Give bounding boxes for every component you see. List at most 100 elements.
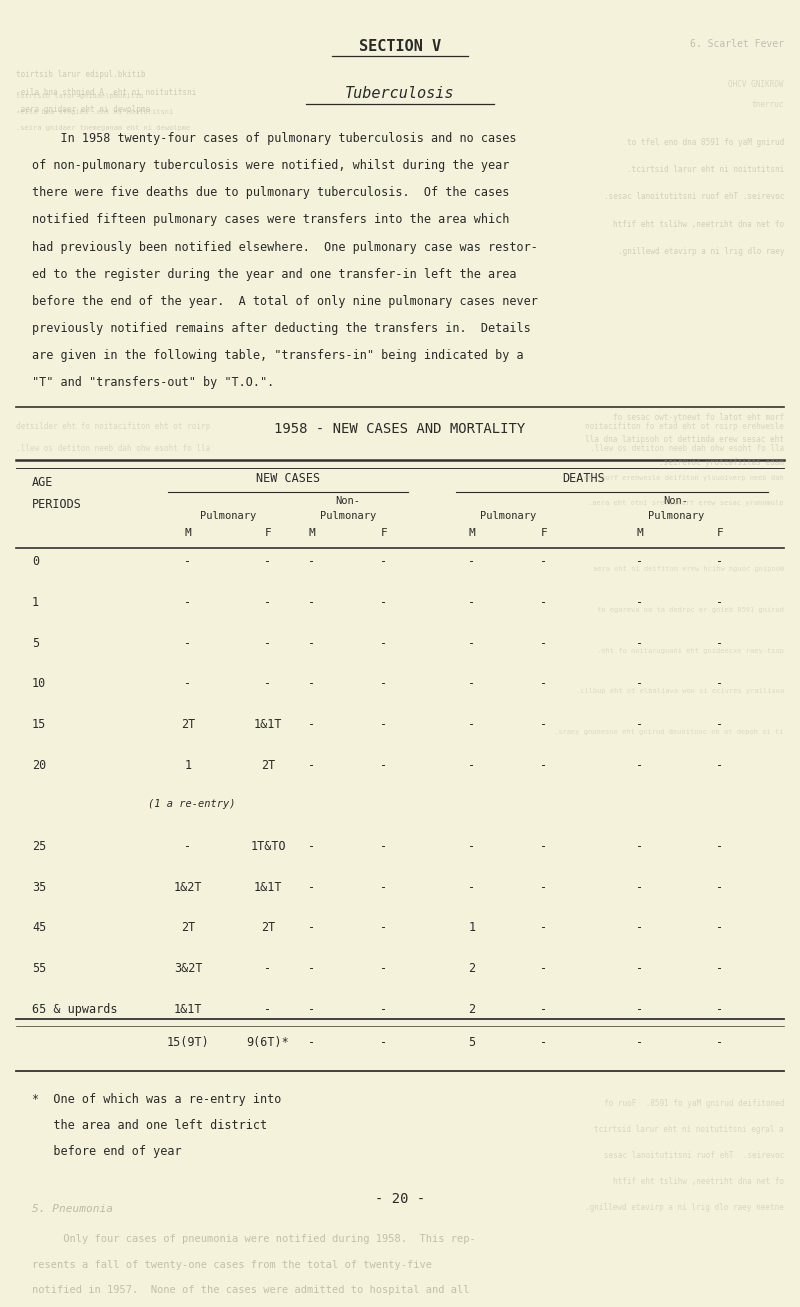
- Text: -: -: [541, 596, 547, 609]
- Text: Non-: Non-: [663, 495, 689, 506]
- Text: -: -: [381, 840, 387, 853]
- Text: previously notified remains after deducting the transfers in.  Details: previously notified remains after deduct…: [32, 322, 530, 335]
- Text: -: -: [185, 637, 191, 650]
- Text: Pulmonary: Pulmonary: [320, 511, 376, 520]
- Text: -: -: [541, 637, 547, 650]
- Text: Pulmonary: Pulmonary: [480, 511, 536, 520]
- Text: NEW CASES: NEW CASES: [256, 472, 320, 485]
- Text: Only four cases of pneumonia were notified during 1958.  This rep-: Only four cases of pneumonia were notifi…: [32, 1234, 476, 1243]
- Text: 45: 45: [32, 921, 46, 935]
- Text: -: -: [309, 758, 315, 771]
- Text: -: -: [637, 881, 643, 894]
- Text: -: -: [309, 718, 315, 731]
- Text: 2T: 2T: [261, 921, 275, 935]
- Text: sesac lanoitutitsni ruof ehT  .seirevoc: sesac lanoitutitsni ruof ehT .seirevoc: [604, 1151, 784, 1159]
- Text: 65 & upwards: 65 & upwards: [32, 1002, 118, 1016]
- Text: notified fifteen pulmonary cases were transfers into the area which: notified fifteen pulmonary cases were tr…: [32, 213, 510, 226]
- Text: -: -: [637, 758, 643, 771]
- Text: -: -: [469, 840, 475, 853]
- Text: F: F: [265, 528, 271, 538]
- Text: 2T: 2T: [261, 758, 275, 771]
- Text: 1&1T: 1&1T: [174, 1002, 202, 1016]
- Text: 9(6T)*: 9(6T)*: [246, 1036, 290, 1050]
- Text: ed to the register during the year and one transfer-in left the area: ed to the register during the year and o…: [32, 268, 517, 281]
- Text: 6. Scarlet Fever: 6. Scarlet Fever: [690, 39, 784, 50]
- Text: -: -: [717, 555, 723, 569]
- Text: 1T&TO: 1T&TO: [250, 840, 286, 853]
- Text: -: -: [185, 840, 191, 853]
- Text: -: -: [469, 555, 475, 569]
- Text: 0: 0: [32, 555, 39, 569]
- Text: F: F: [381, 528, 387, 538]
- Text: -: -: [381, 555, 387, 569]
- Text: PERIODS: PERIODS: [32, 498, 82, 511]
- Text: -: -: [381, 758, 387, 771]
- Text: 15(9T): 15(9T): [166, 1036, 210, 1050]
- Text: .cilbup eht ot elbaliava won si ecivres yrailixua: .cilbup eht ot elbaliava won si ecivres …: [576, 689, 784, 694]
- Text: .tcirtsid larur eht ni noitutitsni: .tcirtsid larur eht ni noitutitsni: [626, 165, 784, 174]
- Text: -: -: [469, 718, 475, 731]
- Text: -: -: [637, 677, 643, 690]
- Text: of non-pulmonary tuberculosis were notified, whilst during the year: of non-pulmonary tuberculosis were notif…: [32, 159, 510, 173]
- Text: .aera gnidaer eht ni dewolpme: .aera gnidaer eht ni dewolpme: [16, 105, 150, 114]
- Text: *  One of which was a re-entry into: * One of which was a re-entry into: [32, 1093, 282, 1106]
- Text: -: -: [637, 555, 643, 569]
- Text: are given in the following table, "transfers-in" being indicated by a: are given in the following table, "trans…: [32, 349, 524, 362]
- Text: 5. Pneumonia: 5. Pneumonia: [32, 1204, 113, 1214]
- Text: Pulmonary: Pulmonary: [200, 511, 256, 520]
- Text: -: -: [469, 881, 475, 894]
- Text: 25: 25: [32, 840, 46, 853]
- Text: -: -: [381, 1002, 387, 1016]
- Text: -: -: [265, 637, 271, 650]
- Text: -: -: [309, 962, 315, 975]
- Text: fo sesac owt-ytnewt fo latot eht morf: fo sesac owt-ytnewt fo latot eht morf: [613, 413, 784, 422]
- Text: -: -: [717, 637, 723, 650]
- Text: -: -: [717, 840, 723, 853]
- Text: notified in 1957.  None of the cases were admitted to hospital and all: notified in 1957. None of the cases were…: [32, 1285, 470, 1295]
- Text: -: -: [309, 1036, 315, 1050]
- Text: -: -: [717, 962, 723, 975]
- Text: 55: 55: [32, 962, 46, 975]
- Text: to tfel eno dna 8591 fo yaM gnirud: to tfel eno dna 8591 fo yaM gnirud: [626, 139, 784, 148]
- Text: -: -: [185, 555, 191, 569]
- Text: 2: 2: [469, 962, 475, 975]
- Text: -: -: [309, 555, 315, 569]
- Text: F: F: [717, 528, 723, 538]
- Text: OHCV GNIKROW: OHCV GNIKROW: [729, 80, 784, 89]
- Text: -: -: [381, 962, 387, 975]
- Text: -: -: [717, 718, 723, 731]
- Text: before the end of the year.  A total of only nine pulmonary cases never: before the end of the year. A total of o…: [32, 295, 538, 308]
- Text: fo egareva na ta dedroc er gnieb 8591 gnirud: fo egareva na ta dedroc er gnieb 8591 gn…: [597, 606, 784, 613]
- Text: had previously been notified elsewhere.  One pulmonary case was restor-: had previously been notified elsewhere. …: [32, 240, 538, 254]
- Text: -: -: [541, 758, 547, 771]
- Text: Non-: Non-: [335, 495, 361, 506]
- Text: Pulmonary: Pulmonary: [648, 511, 704, 520]
- Text: 1: 1: [185, 758, 191, 771]
- Text: -: -: [265, 1002, 271, 1016]
- Text: resents a fall of twenty-one cases from the total of twenty-five: resents a fall of twenty-one cases from …: [32, 1260, 432, 1269]
- Text: the area and one left district: the area and one left district: [32, 1119, 267, 1132]
- Text: -: -: [717, 921, 723, 935]
- Text: M: M: [637, 528, 643, 538]
- Text: -: -: [469, 596, 475, 609]
- Text: -: -: [185, 596, 191, 609]
- Text: M: M: [309, 528, 315, 538]
- Text: 2: 2: [469, 1002, 475, 1016]
- Text: - 20 -: - 20 -: [375, 1192, 425, 1206]
- Text: toirtsib larur gnidaelpbukitib: toirtsib larur gnidaelpbukitib: [16, 93, 143, 98]
- Text: -: -: [381, 881, 387, 894]
- Text: -: -: [265, 962, 271, 975]
- Text: -: -: [309, 677, 315, 690]
- Text: aera eht ni deifiton erew hcihw hguoc gnipooW: aera eht ni deifiton erew hcihw hguoc gn…: [593, 566, 784, 572]
- Text: 1&1T: 1&1T: [254, 881, 282, 894]
- Text: -: -: [541, 1002, 547, 1016]
- Text: -: -: [637, 962, 643, 975]
- Text: -: -: [309, 921, 315, 935]
- Text: 2T: 2T: [181, 718, 195, 731]
- Text: 3&2T: 3&2T: [174, 962, 202, 975]
- Text: In 1958 twenty-four cases of pulmonary tuberculosis and no cases: In 1958 twenty-four cases of pulmonary t…: [32, 132, 517, 145]
- Text: -: -: [717, 596, 723, 609]
- Text: -: -: [381, 677, 387, 690]
- Text: -: -: [381, 921, 387, 935]
- Text: -: -: [541, 962, 547, 975]
